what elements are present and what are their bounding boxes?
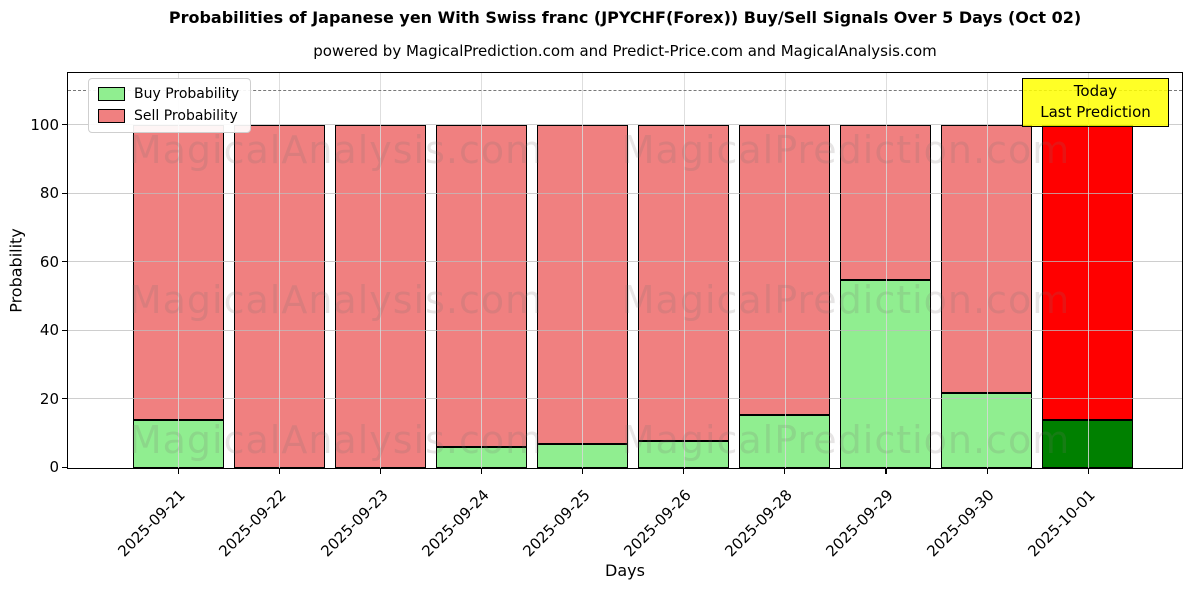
watermark-text: MagicalAnalysis.com: [128, 128, 544, 172]
x-gridline: [885, 73, 887, 468]
annotation-line-1: Today: [1073, 82, 1118, 100]
legend-item-sell: Sell Probability: [98, 108, 239, 124]
legend-label-buy: Buy Probability: [134, 86, 240, 102]
plot-area: Buy Probability Sell Probability Today L…: [67, 72, 1183, 469]
y-gridline: [68, 261, 1182, 263]
watermark-text: MagicalAnalysis.com: [128, 418, 544, 462]
watermark-text: MagicalPrediction.com: [621, 128, 1071, 172]
x-tick-mark: [885, 469, 887, 474]
x-gridline: [481, 73, 483, 468]
x-gridline: [683, 73, 685, 468]
x-gridline: [380, 73, 382, 468]
y-tick-label: 40: [39, 321, 59, 340]
x-gridline: [178, 73, 179, 468]
y-tick-mark: [62, 261, 67, 263]
y-tick-label: 80: [39, 184, 59, 203]
watermark-text: MagicalPrediction.com: [621, 418, 1071, 462]
legend-label-sell: Sell Probability: [134, 108, 238, 124]
x-tick-mark: [278, 469, 280, 474]
x-tick-label: 2025-09-21: [114, 486, 190, 561]
legend: Buy Probability Sell Probability: [88, 78, 252, 133]
x-axis-label: Days: [605, 561, 645, 580]
watermark-text: MagicalPrediction.com: [621, 278, 1071, 322]
y-gridline: [68, 329, 1182, 331]
x-tick-mark: [481, 469, 483, 474]
x-tick-mark: [379, 469, 382, 474]
threshold-line: [68, 90, 1182, 92]
y-gridline: [68, 192, 1182, 194]
x-gridline: [582, 73, 584, 468]
today-annotation: Today Last Prediction: [1022, 78, 1169, 127]
y-tick-label: 20: [39, 389, 59, 408]
y-gridline: [68, 398, 1182, 400]
chart-title: Probabilities of Japanese yen With Swiss…: [168, 8, 1082, 27]
y-tick-mark: [62, 398, 67, 400]
x-tick-mark: [1087, 469, 1089, 474]
y-tick-label: 0: [49, 458, 59, 477]
x-gridline: [986, 73, 988, 468]
x-tick-mark: [683, 469, 685, 474]
y-tick-label: 60: [39, 252, 59, 271]
sell-swatch-icon: [98, 109, 125, 123]
x-gridline: [279, 73, 281, 468]
legend-item-buy: Buy Probability: [98, 86, 239, 102]
y-tick-mark: [62, 466, 67, 468]
x-gridline: [784, 73, 786, 468]
x-gridline: [1087, 73, 1089, 468]
watermark-text: MagicalAnalysis.com: [128, 278, 544, 322]
y-tick-mark: [62, 124, 67, 126]
x-tick-mark: [177, 469, 179, 474]
x-tick-mark: [784, 469, 786, 474]
chart-subtitle: powered by MagicalPrediction.com and Pre…: [313, 42, 937, 60]
y-tick-mark: [62, 192, 67, 194]
y-tick-label: 100: [30, 115, 59, 134]
y-gridline: [68, 124, 1182, 126]
y-tick-mark: [62, 329, 67, 331]
x-tick-mark: [582, 469, 584, 474]
annotation-line-2: Last Prediction: [1040, 103, 1151, 121]
buy-swatch-icon: [98, 87, 125, 101]
x-tick-mark: [986, 469, 988, 474]
